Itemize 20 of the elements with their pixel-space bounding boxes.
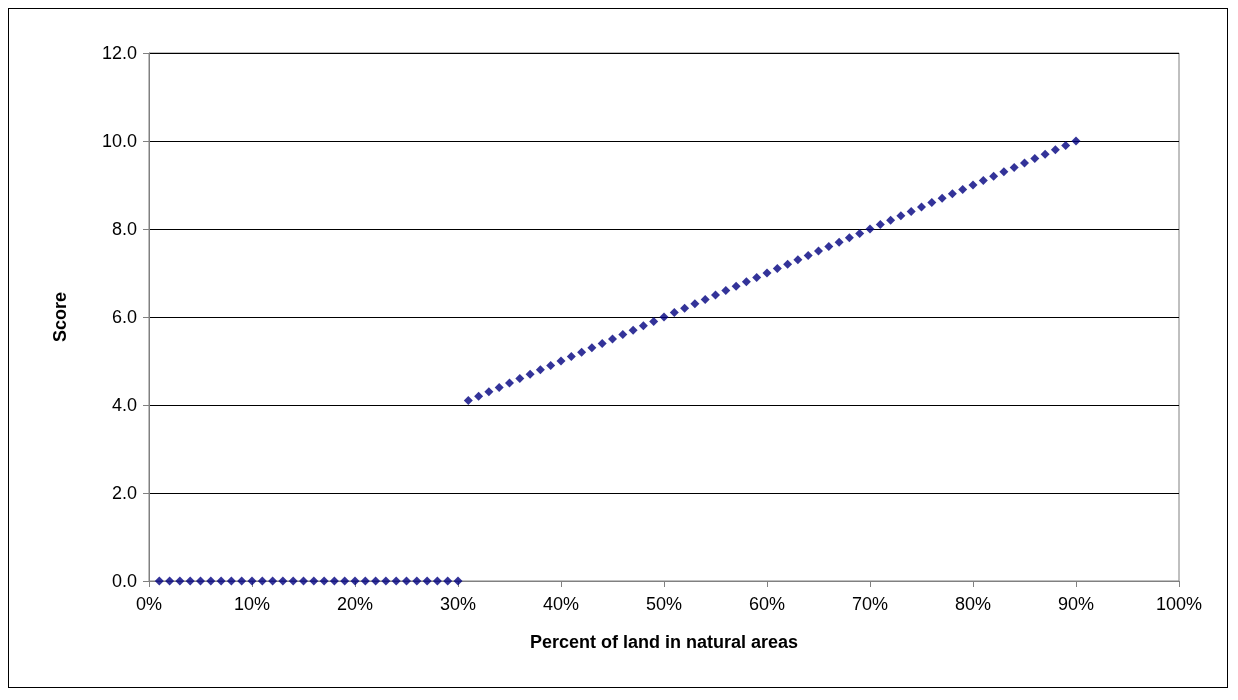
x-tick-label: 10% [233,594,271,614]
y-axis-title: Score [50,291,70,343]
x-tick-label: 100% [1155,594,1203,614]
x-tick-label: 30% [439,594,477,614]
y-tick-label: 12.0 [101,43,137,63]
y-tick-label: 8.0 [111,219,137,239]
y-tick-label: 6.0 [111,307,137,327]
x-tick-label: 0% [135,594,163,614]
x-tick-label: 50% [645,594,683,614]
y-tick-label: 2.0 [111,483,137,503]
y-tick-label: 10.0 [101,131,137,151]
x-tick-label: 70% [851,594,889,614]
x-tick-label: 80% [954,594,992,614]
y-tick-label: 0.0 [111,571,137,591]
x-tick-label: 40% [542,594,580,614]
y-tick-label: 4.0 [111,395,137,415]
x-tick-label: 60% [748,594,786,614]
x-axis-title: Percent of land in natural areas [529,632,799,652]
x-tick-label: 90% [1057,594,1095,614]
x-tick-label: 20% [336,594,374,614]
